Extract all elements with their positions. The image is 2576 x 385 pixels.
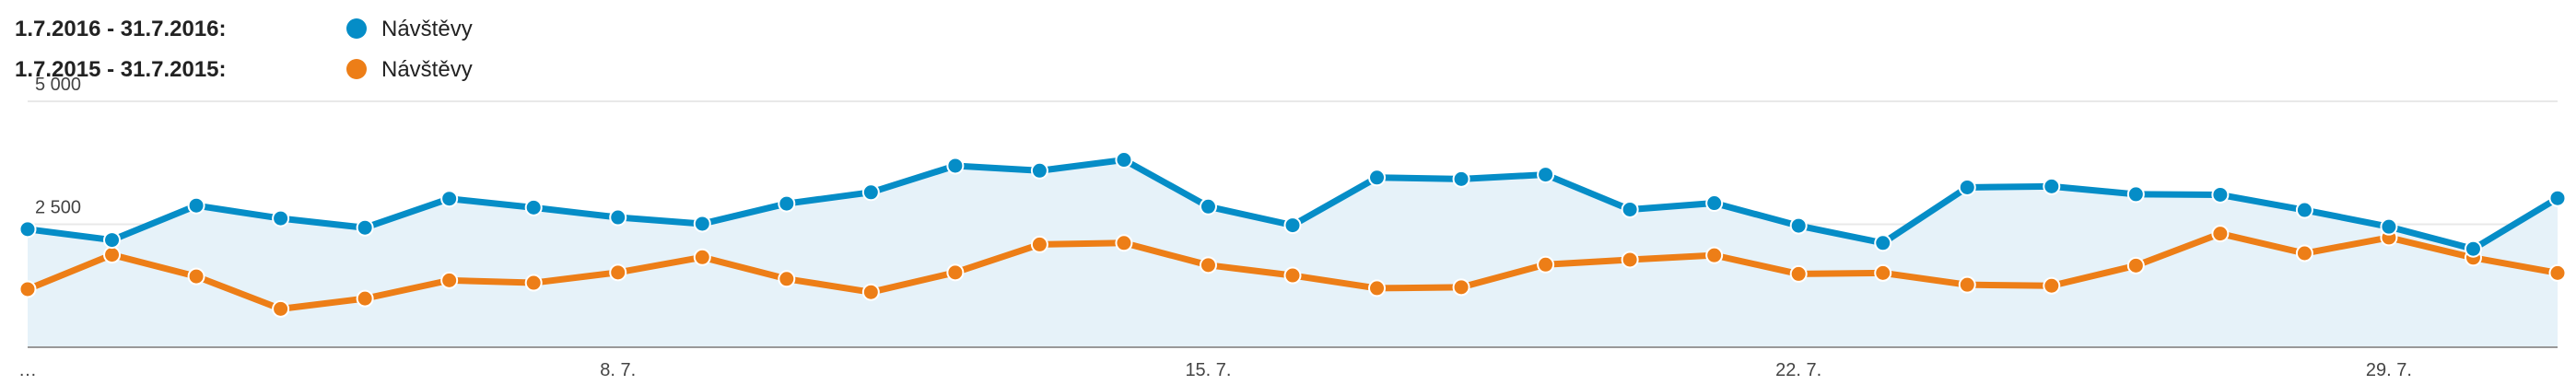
data-point-0[interactable]: [1452, 169, 1470, 188]
data-point-0[interactable]: [2548, 189, 2567, 207]
y-tick-label: 5 000: [35, 75, 81, 95]
series-area-0: [28, 159, 2558, 347]
data-point-1[interactable]: [1199, 256, 1217, 274]
data-point-0[interactable]: [609, 208, 627, 227]
legend-previous-swatch: [346, 59, 367, 79]
data-point-1[interactable]: [1115, 234, 1133, 252]
y-tick-label: 2 500: [35, 198, 81, 218]
data-point-1[interactable]: [1789, 264, 1808, 283]
legend-current-label: Návštěvy: [381, 17, 473, 41]
data-point-1[interactable]: [1368, 279, 1387, 298]
data-point-1[interactable]: [187, 267, 205, 286]
data-point-1[interactable]: [609, 263, 627, 282]
data-point-0[interactable]: [1283, 216, 1302, 235]
data-point-1[interactable]: [2043, 276, 2061, 295]
legend-previous-range: 1.7.2015 - 31.7.2015:: [15, 57, 227, 82]
x-tick-label: …: [18, 360, 37, 380]
data-point-1[interactable]: [1958, 275, 1976, 294]
x-tick-label: 29. 7.: [2366, 360, 2412, 380]
data-point-0[interactable]: [2043, 177, 2061, 195]
data-point-1[interactable]: [1537, 255, 1555, 274]
x-tick-label: 8. 7.: [600, 360, 636, 380]
data-point-1[interactable]: [18, 280, 37, 298]
x-tick-label: 15. 7.: [1185, 360, 1231, 380]
data-point-0[interactable]: [524, 198, 543, 216]
data-point-1[interactable]: [524, 274, 543, 292]
data-point-1[interactable]: [1874, 263, 1892, 282]
data-point-0[interactable]: [1958, 178, 1976, 196]
data-point-0[interactable]: [1537, 166, 1555, 184]
data-point-0[interactable]: [440, 190, 459, 208]
data-point-1[interactable]: [440, 271, 459, 289]
data-point-0[interactable]: [1789, 216, 1808, 235]
data-point-0[interactable]: [1199, 197, 1217, 216]
data-point-1[interactable]: [2211, 225, 2230, 243]
data-point-0[interactable]: [187, 196, 205, 215]
x-tick-label: 22. 7.: [1775, 360, 1821, 380]
legend-current-swatch: [346, 18, 367, 39]
data-point-0[interactable]: [861, 183, 880, 202]
data-point-0[interactable]: [2211, 185, 2230, 204]
data-point-0[interactable]: [1030, 161, 1048, 180]
data-point-1[interactable]: [2126, 256, 2145, 274]
data-point-0[interactable]: [2295, 201, 2313, 219]
data-point-1[interactable]: [356, 289, 374, 308]
data-point-0[interactable]: [778, 194, 796, 213]
data-point-0[interactable]: [272, 209, 290, 228]
data-point-1[interactable]: [1030, 235, 1048, 253]
data-point-0[interactable]: [2380, 217, 2398, 236]
data-point-1[interactable]: [103, 246, 122, 264]
data-point-1[interactable]: [272, 299, 290, 318]
data-point-0[interactable]: [1368, 169, 1387, 187]
data-point-1[interactable]: [1705, 246, 1724, 264]
data-point-1[interactable]: [946, 263, 965, 282]
data-point-1[interactable]: [1452, 278, 1470, 297]
data-point-1[interactable]: [778, 270, 796, 288]
data-point-0[interactable]: [356, 218, 374, 237]
data-point-0[interactable]: [1705, 194, 1724, 213]
data-point-0[interactable]: [946, 157, 965, 175]
data-point-0[interactable]: [103, 231, 122, 250]
data-point-1[interactable]: [1283, 266, 1302, 285]
data-point-0[interactable]: [2126, 185, 2145, 204]
data-point-1[interactable]: [693, 248, 711, 266]
data-point-1[interactable]: [2548, 263, 2567, 282]
legend-current-range: 1.7.2016 - 31.7.2016:: [15, 17, 227, 41]
data-point-0[interactable]: [1874, 234, 1892, 252]
data-point-0[interactable]: [18, 220, 37, 239]
data-point-1[interactable]: [2295, 244, 2313, 262]
data-point-1[interactable]: [1621, 251, 1639, 269]
data-point-0[interactable]: [2464, 239, 2482, 258]
data-point-1[interactable]: [861, 283, 880, 301]
legend-previous-label: Návštěvy: [381, 57, 473, 82]
data-point-0[interactable]: [1621, 200, 1639, 218]
data-point-0[interactable]: [693, 215, 711, 233]
data-point-0[interactable]: [1115, 151, 1133, 169]
